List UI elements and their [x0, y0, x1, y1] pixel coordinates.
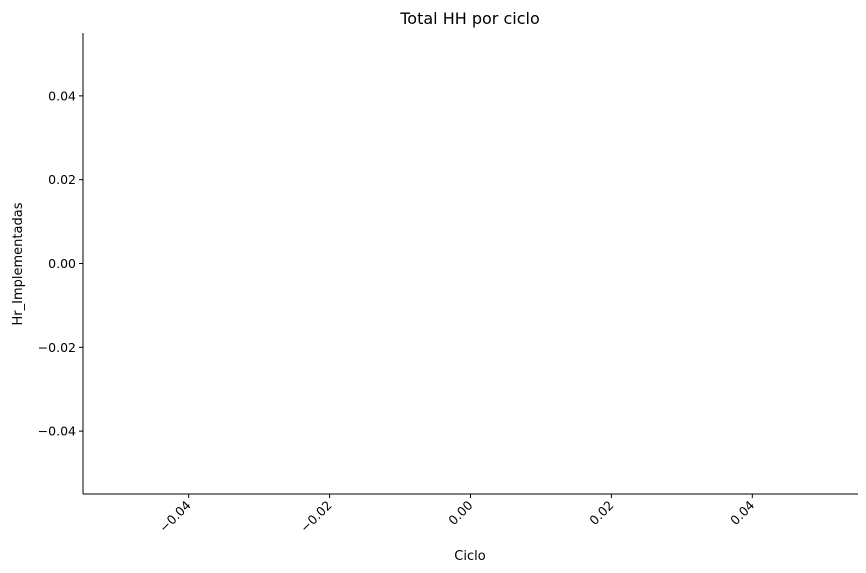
- y-tick-label: 0.04: [48, 88, 76, 103]
- x-tick-label: 0.02: [586, 498, 616, 528]
- y-axis-ticks: 0.04 0.02 0.00 −0.02 −0.04: [38, 88, 83, 439]
- x-tick-label: 0.00: [445, 497, 475, 527]
- y-tick-label: −0.04: [38, 424, 76, 439]
- x-axis-label: Ciclo: [454, 549, 485, 564]
- x-tick-label: 0.04: [727, 497, 757, 527]
- x-tick-label: −0.04: [156, 497, 194, 535]
- chart-title: Total HH por ciclo: [399, 9, 539, 28]
- x-tick-label: −0.02: [297, 498, 335, 536]
- x-axis-ticks: −0.04 −0.02 0.00 0.02 0.04: [156, 494, 757, 535]
- y-tick-label: 0.00: [48, 256, 76, 271]
- y-axis-label: Hr_Implementadas: [11, 202, 26, 325]
- y-tick-label: −0.02: [38, 340, 76, 355]
- y-tick-label: 0.02: [48, 172, 76, 187]
- plot-area: 0.040.020.00−0.02−0.04 −0.04 −0.02 0.00 0.0…: [38, 33, 858, 535]
